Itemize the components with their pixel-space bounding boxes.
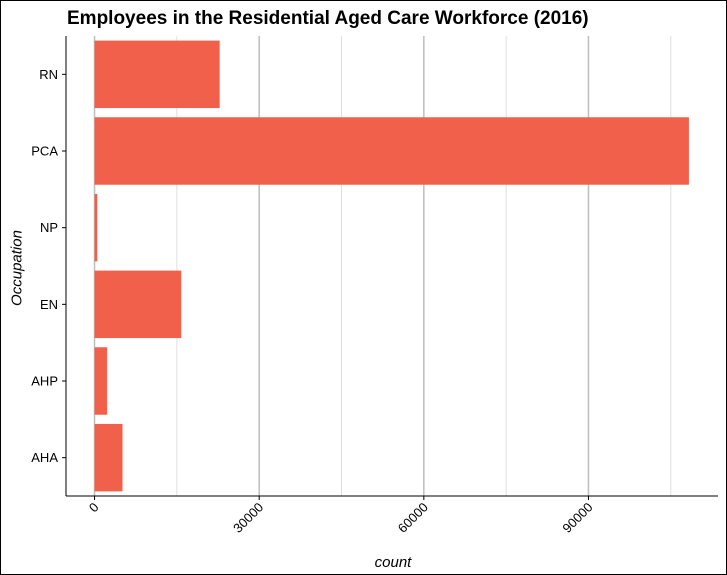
x-tick-label: 30000 [230,500,266,536]
x-tick-label: 60000 [395,500,431,536]
bar-en [94,270,182,339]
y-tick-label: PCA [31,144,58,159]
bar-np [94,193,98,262]
y-tick-label: EN [40,297,58,312]
bar-rn [94,40,220,109]
chart-title: Employees in the Residential Aged Care W… [67,8,589,29]
bar-aha [94,423,123,492]
bar-ahp [94,347,108,415]
x-tick-label: 0 [86,500,102,516]
y-tick-label: AHP [31,374,58,389]
bar-pca [94,117,689,185]
x-tick-label: 90000 [559,500,595,536]
x-axis-label: count [374,554,412,571]
y-tick-label: RN [39,67,58,82]
y-tick-label: NP [40,220,58,235]
y-tick-label: AHA [31,450,58,465]
